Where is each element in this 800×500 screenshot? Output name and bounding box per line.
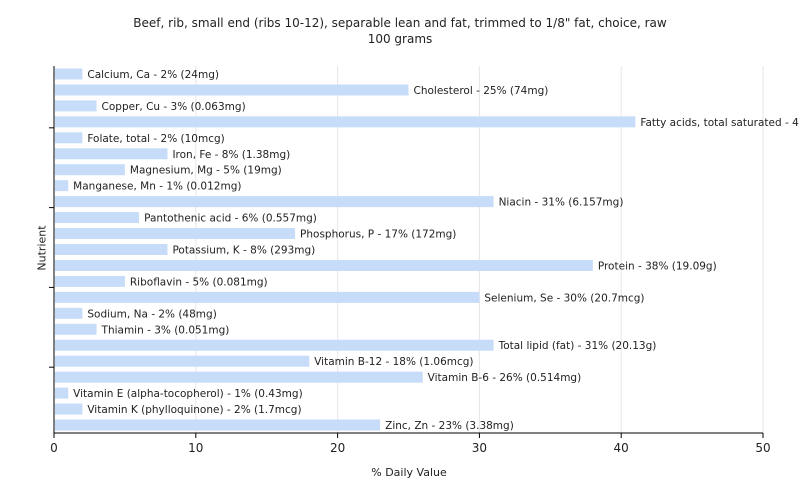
x-tick-label: 30 — [472, 441, 487, 455]
bar — [55, 164, 125, 176]
bar-label: Potassium, K - 8% (293mg) — [172, 245, 315, 257]
bar-label: Vitamin K (phylloquinone) - 2% (1.7mcg) — [87, 404, 301, 416]
bar-label: Total lipid (fat) - 31% (20.13g) — [498, 340, 657, 352]
bar-label: Zinc, Zn - 23% (3.38mg) — [385, 420, 514, 432]
bar-label: Sodium, Na - 2% (48mg) — [87, 308, 216, 320]
bar-label: Vitamin B-12 - 18% (1.06mcg) — [314, 356, 473, 368]
bar-label: Thiamin - 3% (0.051mg) — [101, 324, 230, 336]
bar — [55, 180, 69, 192]
bar — [55, 148, 168, 160]
bar-label: Phosphorus, P - 17% (172mg) — [300, 229, 456, 241]
bar — [55, 228, 296, 240]
bar-label: Folate, total - 2% (10mcg) — [87, 133, 224, 145]
bar — [55, 291, 480, 303]
bar — [55, 355, 310, 367]
bar-label: Magnesium, Mg - 5% (19mg) — [130, 165, 282, 177]
bar-label: Calcium, Ca - 2% (24mg) — [87, 69, 219, 81]
x-tick-label: 50 — [755, 441, 770, 455]
bar — [55, 116, 636, 128]
bar — [55, 371, 423, 383]
bar-label: Cholesterol - 25% (74mg) — [414, 85, 549, 97]
bar — [55, 132, 83, 144]
x-tick-label: 20 — [330, 441, 345, 455]
x-tick-label: 0 — [50, 441, 58, 455]
bar — [55, 259, 593, 271]
bar-label: Niacin - 31% (6.157mg) — [499, 197, 624, 209]
bar-label: Vitamin E (alpha-tocopherol) - 1% (0.43m… — [73, 388, 303, 400]
bar — [55, 84, 409, 96]
bar — [55, 403, 83, 415]
bar — [55, 100, 97, 112]
x-axis-label: % Daily Value — [371, 466, 447, 479]
bar — [55, 68, 83, 80]
chart-subtitle: 100 grams — [367, 32, 433, 46]
bar — [55, 196, 494, 208]
bar-label: Vitamin B-6 - 26% (0.514mg) — [428, 372, 582, 384]
bar-label: Copper, Cu - 3% (0.063mg) — [102, 101, 246, 113]
bar-label: Manganese, Mn - 1% (0.012mg) — [73, 181, 241, 193]
bar — [55, 275, 125, 287]
x-tick-label: 10 — [188, 441, 203, 455]
bar-label: Fatty acids, total saturated - 41% (8.12… — [640, 117, 800, 129]
bar — [55, 387, 69, 399]
bar — [55, 339, 494, 351]
bar — [55, 307, 83, 319]
x-tick-label: 40 — [614, 441, 629, 455]
bar-label: Pantothenic acid - 6% (0.557mg) — [144, 213, 317, 225]
y-axis-label: Nutrient — [35, 225, 49, 271]
bar-label: Selenium, Se - 30% (20.7mcg) — [484, 292, 644, 304]
bar — [55, 244, 168, 255]
bar — [55, 419, 381, 431]
bar — [55, 323, 97, 335]
bar-label: Riboflavin - 5% (0.081mg) — [130, 276, 268, 288]
bar — [55, 212, 140, 224]
bar-label: Iron, Fe - 8% (1.38mg) — [172, 149, 290, 161]
bar-label: Protein - 38% (19.09g) — [598, 260, 717, 272]
chart-title: Beef, rib, small end (ribs 10-12), separ… — [133, 16, 667, 30]
